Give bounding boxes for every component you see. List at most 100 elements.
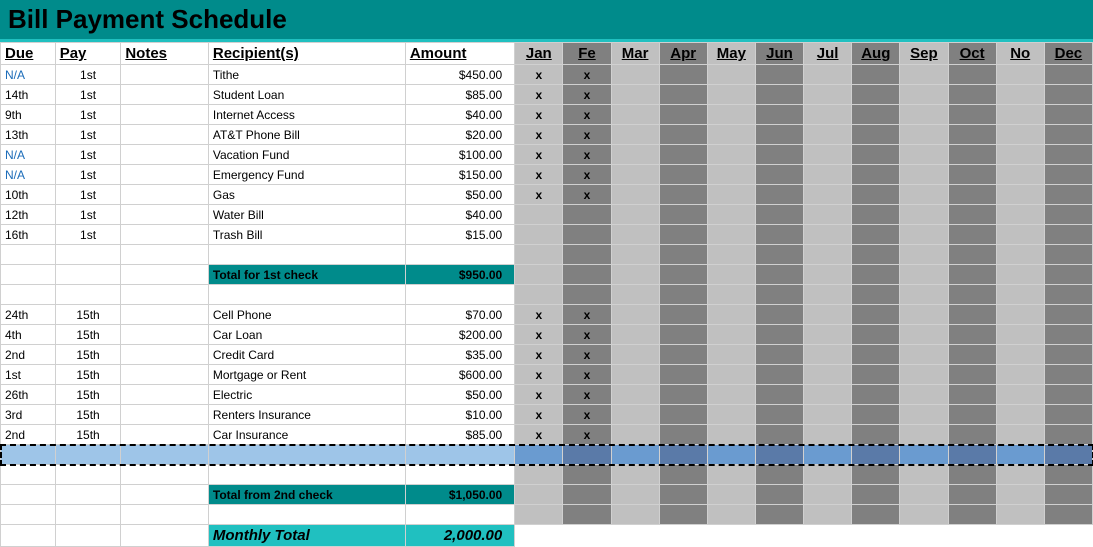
month-cell[interactable] (948, 385, 996, 405)
month-cell[interactable] (755, 465, 803, 485)
month-cell[interactable] (707, 385, 755, 405)
col-month[interactable]: Apr (659, 43, 707, 65)
cell[interactable] (55, 265, 121, 285)
due-cell[interactable]: N/A (1, 65, 56, 85)
month-cell[interactable] (755, 505, 803, 525)
cell[interactable] (55, 285, 121, 305)
month-cell[interactable] (611, 65, 659, 85)
cell[interactable] (121, 445, 209, 465)
month-cell[interactable] (852, 105, 900, 125)
month-cell[interactable] (804, 365, 852, 385)
notes-cell[interactable] (121, 325, 209, 345)
month-cell[interactable] (659, 505, 707, 525)
recipient-cell[interactable]: Internet Access (208, 105, 405, 125)
month-cell[interactable]: x (563, 185, 611, 205)
cell[interactable] (121, 525, 209, 547)
month-cell[interactable]: x (563, 65, 611, 85)
month-cell[interactable] (707, 445, 755, 465)
month-cell[interactable] (948, 505, 996, 525)
cell[interactable] (121, 465, 209, 485)
month-cell[interactable]: x (515, 185, 563, 205)
amount-cell[interactable]: $40.00 (405, 105, 514, 125)
col-amount[interactable]: Amount (405, 43, 514, 65)
due-cell[interactable]: 2nd (1, 345, 56, 365)
month-cell[interactable] (755, 345, 803, 365)
month-cell[interactable] (659, 65, 707, 85)
month-cell[interactable] (996, 405, 1044, 425)
due-cell[interactable]: N/A (1, 145, 56, 165)
month-cell[interactable] (707, 365, 755, 385)
month-cell[interactable] (900, 65, 948, 85)
due-cell[interactable]: 24th (1, 305, 56, 325)
due-cell[interactable]: 1st (1, 365, 56, 385)
month-cell[interactable] (659, 485, 707, 505)
month-cell[interactable] (996, 285, 1044, 305)
month-cell[interactable] (707, 145, 755, 165)
month-cell[interactable] (1044, 445, 1092, 465)
month-cell[interactable] (900, 145, 948, 165)
notes-cell[interactable] (121, 145, 209, 165)
month-cell[interactable] (804, 145, 852, 165)
month-cell[interactable]: x (515, 105, 563, 125)
cell[interactable] (208, 465, 405, 485)
subtotal-amount[interactable]: $1,050.00 (405, 485, 514, 505)
month-cell[interactable] (611, 345, 659, 365)
month-cell[interactable]: x (563, 165, 611, 185)
month-cell[interactable] (563, 465, 611, 485)
recipient-cell[interactable]: Tithe (208, 65, 405, 85)
month-cell[interactable] (1044, 425, 1092, 445)
cell[interactable] (1, 485, 56, 505)
month-cell[interactable] (563, 285, 611, 305)
cell[interactable] (121, 285, 209, 305)
recipient-cell[interactable]: Mortgage or Rent (208, 365, 405, 385)
month-cell[interactable] (611, 505, 659, 525)
month-cell[interactable] (996, 65, 1044, 85)
month-cell[interactable] (755, 425, 803, 445)
amount-cell[interactable]: $85.00 (405, 85, 514, 105)
due-cell[interactable]: N/A (1, 165, 56, 185)
cell[interactable] (121, 485, 209, 505)
month-cell[interactable] (755, 65, 803, 85)
month-cell[interactable] (852, 365, 900, 385)
month-cell[interactable] (659, 425, 707, 445)
month-cell[interactable] (707, 425, 755, 445)
month-cell[interactable] (948, 405, 996, 425)
month-cell[interactable]: x (563, 385, 611, 405)
month-cell[interactable] (563, 265, 611, 285)
due-cell[interactable]: 2nd (1, 425, 56, 445)
month-cell[interactable] (755, 325, 803, 345)
month-cell[interactable] (948, 485, 996, 505)
col-month[interactable]: Jan (515, 43, 563, 65)
col-due[interactable]: Due (1, 43, 56, 65)
month-cell[interactable] (659, 245, 707, 265)
month-cell[interactable] (1044, 285, 1092, 305)
month-cell[interactable] (804, 285, 852, 305)
month-cell[interactable] (755, 265, 803, 285)
cell[interactable] (405, 245, 514, 265)
month-cell[interactable] (996, 505, 1044, 525)
month-cell[interactable] (900, 465, 948, 485)
month-cell[interactable] (804, 325, 852, 345)
month-cell[interactable] (948, 305, 996, 325)
month-cell[interactable]: x (563, 305, 611, 325)
pay-cell[interactable]: 1st (55, 205, 121, 225)
month-cell[interactable] (659, 365, 707, 385)
month-cell[interactable] (515, 245, 563, 265)
month-cell[interactable] (852, 65, 900, 85)
month-cell[interactable] (852, 125, 900, 145)
month-cell[interactable] (852, 505, 900, 525)
amount-cell[interactable]: $85.00 (405, 425, 514, 445)
month-cell[interactable] (996, 465, 1044, 485)
month-cell[interactable] (1044, 245, 1092, 265)
month-cell[interactable] (996, 245, 1044, 265)
month-cell[interactable]: x (515, 85, 563, 105)
month-cell[interactable] (515, 225, 563, 245)
month-cell[interactable] (996, 325, 1044, 345)
col-month[interactable]: Dec (1044, 43, 1092, 65)
month-cell[interactable] (852, 185, 900, 205)
month-cell[interactable] (948, 425, 996, 445)
month-cell[interactable] (996, 265, 1044, 285)
pay-cell[interactable]: 1st (55, 125, 121, 145)
month-cell[interactable] (852, 245, 900, 265)
month-cell[interactable] (659, 165, 707, 185)
